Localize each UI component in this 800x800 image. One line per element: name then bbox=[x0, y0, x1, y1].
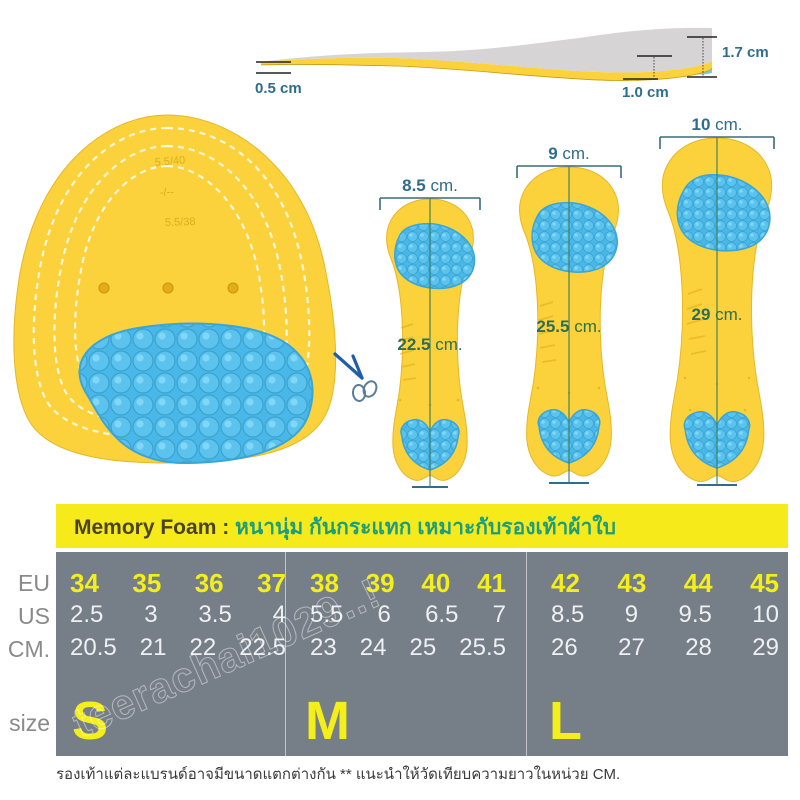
svg-text:25.5 cm.: 25.5 cm. bbox=[536, 317, 601, 336]
svg-text:10 cm.: 10 cm. bbox=[691, 115, 742, 134]
svg-text:8.5 cm.: 8.5 cm. bbox=[402, 176, 458, 195]
svg-text:9 cm.: 9 cm. bbox=[548, 144, 590, 163]
svg-text:22.5 cm.: 22.5 cm. bbox=[397, 335, 462, 354]
svg-text:29 cm.: 29 cm. bbox=[691, 305, 742, 324]
